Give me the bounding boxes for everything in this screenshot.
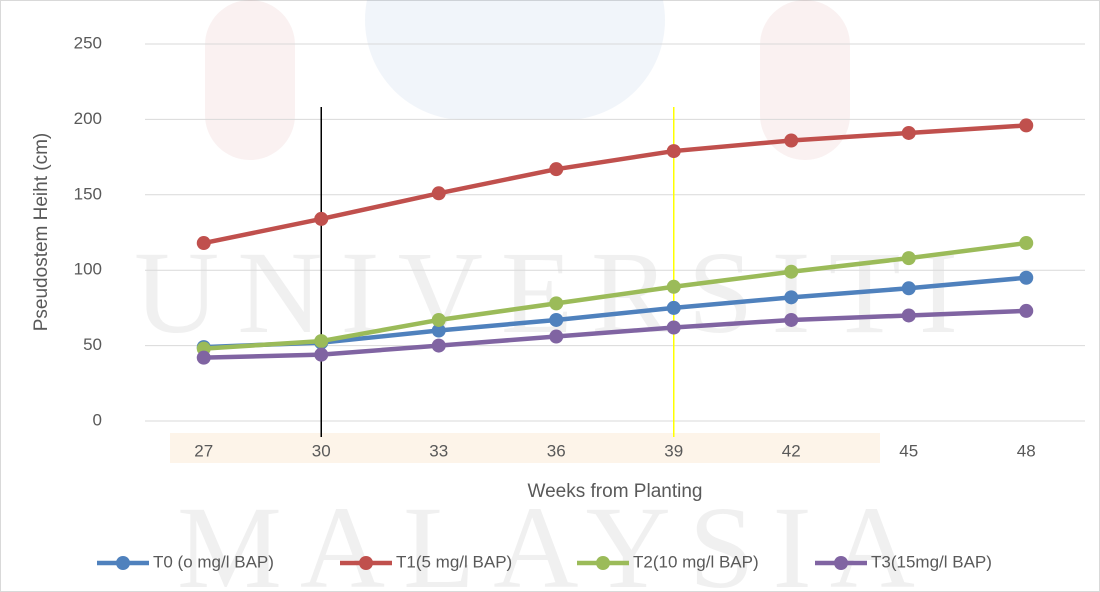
marker [784,290,799,305]
y-axis-label: Pseudostem Heiht (cm) [31,133,52,332]
marker [549,296,564,311]
marker [784,312,799,327]
series-line [203,123,1027,246]
marker [666,144,681,159]
legend-marker [116,556,130,570]
marker [1019,118,1034,133]
x-axis-label: Weeks from Planting [528,481,703,502]
x-tick-label: 42 [782,441,801,460]
x-tick-label: 30 [312,441,331,460]
legend-marker [596,556,610,570]
x-tick-label: 33 [429,441,448,460]
x-tick-label: 48 [1017,441,1036,460]
marker [314,347,329,362]
marker [549,329,564,344]
marker [1019,270,1034,285]
y-tick-label: 0 [93,410,102,429]
marker [784,264,799,279]
marker [901,125,916,140]
legend-label: T1(5 mg/l BAP) [396,552,512,571]
marker [1019,303,1034,318]
watermark-shape [205,0,295,160]
series-line [203,240,1027,351]
series-line [203,275,1027,350]
y-tick-label: 200 [74,109,102,128]
marker [901,251,916,266]
marker [549,162,564,177]
x-tick-label: 36 [547,441,566,460]
watermark-shape [760,0,850,160]
marker [1019,236,1034,251]
marker [196,350,211,365]
marker [666,279,681,294]
legend-marker [359,556,373,570]
marker [196,236,211,251]
marker [431,323,446,338]
marker [431,186,446,201]
marker [549,312,564,327]
x-tick-label: 39 [664,441,683,460]
marker [431,312,446,327]
x-tick-label: 27 [194,441,213,460]
y-tick-label: 250 [74,33,102,52]
marker [901,281,916,296]
marker [314,211,329,226]
legend-label: T0 (o mg/l BAP) [153,552,274,571]
marker [666,320,681,335]
y-tick-label: 150 [74,184,102,203]
label-band [170,433,880,463]
marker [901,308,916,323]
legend-marker [834,556,848,570]
watermark-shape [365,0,665,120]
watermark: MALAYSIA [177,482,933,592]
legend-label: T3(15mg/l BAP) [871,552,992,571]
legend-label: T2(10 mg/l BAP) [633,552,759,571]
marker [431,338,446,353]
marker [314,334,329,349]
y-tick-label: 100 [74,260,102,279]
marker [784,133,799,148]
x-tick-label: 45 [899,441,918,460]
marker [666,300,681,315]
y-tick-label: 50 [83,335,102,354]
series-line [203,308,1027,360]
